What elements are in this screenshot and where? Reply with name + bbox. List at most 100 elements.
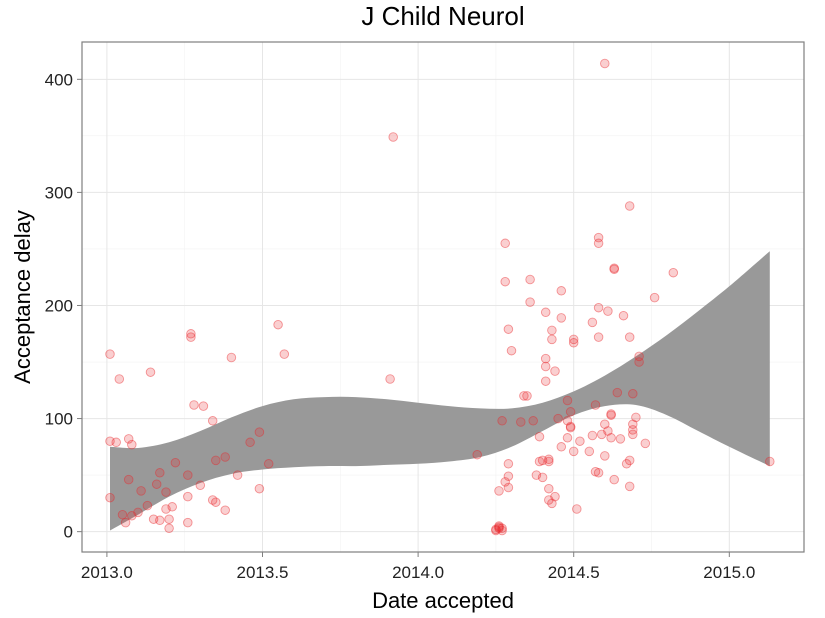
data-point bbox=[590, 466, 601, 477]
y-tick-label: 0 bbox=[64, 523, 73, 542]
data-point bbox=[634, 351, 644, 362]
x-tick-label: 2013.0 bbox=[81, 563, 133, 582]
data-point bbox=[609, 474, 619, 485]
data-point bbox=[534, 431, 545, 442]
data-point bbox=[624, 332, 635, 342]
data-point bbox=[207, 416, 218, 426]
data-point bbox=[120, 517, 131, 528]
data-point bbox=[161, 504, 171, 514]
data-point bbox=[593, 238, 604, 249]
data-point bbox=[525, 274, 535, 285]
x-tick-label: 2013.5 bbox=[237, 563, 289, 582]
data-point bbox=[547, 325, 557, 336]
data-point bbox=[544, 456, 554, 467]
data-point bbox=[155, 468, 165, 478]
data-point bbox=[145, 367, 156, 377]
data-point bbox=[500, 238, 510, 249]
data-point bbox=[628, 425, 638, 435]
data-point bbox=[127, 439, 137, 450]
data-point bbox=[553, 413, 563, 424]
data-point bbox=[506, 345, 517, 356]
data-point bbox=[497, 523, 507, 534]
data-point bbox=[528, 416, 538, 426]
data-point bbox=[220, 452, 230, 462]
data-point bbox=[544, 495, 554, 505]
data-point bbox=[186, 332, 196, 342]
data-point bbox=[596, 429, 607, 440]
data-point bbox=[136, 486, 146, 496]
data-point bbox=[537, 455, 548, 466]
y-tick-label: 200 bbox=[45, 296, 73, 315]
data-point bbox=[491, 525, 501, 536]
data-point bbox=[550, 366, 560, 376]
data-point bbox=[565, 421, 576, 432]
data-point bbox=[522, 391, 532, 401]
data-point bbox=[621, 459, 632, 469]
data-point bbox=[207, 495, 218, 505]
data-point bbox=[105, 492, 115, 503]
data-point bbox=[568, 446, 579, 457]
data-point bbox=[612, 387, 623, 398]
data-point bbox=[556, 286, 567, 296]
data-point bbox=[388, 132, 398, 142]
data-point bbox=[534, 456, 545, 467]
data-point bbox=[211, 497, 221, 507]
data-point bbox=[568, 334, 579, 345]
data-point bbox=[640, 438, 651, 449]
data-point bbox=[500, 276, 510, 287]
data-point bbox=[105, 436, 115, 446]
data-point bbox=[494, 523, 504, 534]
x-tick-label: 2015.0 bbox=[703, 563, 755, 582]
data-point bbox=[606, 410, 616, 420]
data-point bbox=[500, 477, 510, 487]
data-point bbox=[503, 459, 514, 469]
data-point bbox=[540, 353, 551, 364]
data-point bbox=[618, 310, 629, 321]
data-point bbox=[472, 449, 482, 460]
data-point bbox=[593, 332, 604, 342]
plot-panel-border bbox=[81, 41, 805, 553]
data-point bbox=[668, 267, 679, 278]
data-point bbox=[167, 502, 177, 512]
x-tick-label: 2014.0 bbox=[392, 563, 444, 582]
data-point bbox=[254, 427, 265, 437]
data-point bbox=[603, 306, 613, 316]
data-point bbox=[198, 401, 209, 411]
data-point bbox=[127, 511, 137, 521]
data-point bbox=[105, 349, 115, 359]
data-point bbox=[170, 457, 181, 468]
data-point bbox=[556, 442, 567, 452]
data-points bbox=[105, 58, 775, 536]
data-point bbox=[593, 302, 604, 313]
data-point bbox=[606, 433, 616, 443]
data-point bbox=[245, 437, 255, 448]
data-point bbox=[590, 400, 601, 410]
data-point bbox=[226, 352, 237, 363]
data-point bbox=[519, 391, 529, 401]
y-tick-label: 300 bbox=[45, 183, 73, 202]
data-point bbox=[220, 505, 230, 515]
data-point bbox=[624, 201, 635, 211]
data-point bbox=[600, 58, 610, 69]
data-point bbox=[164, 514, 174, 524]
data-point bbox=[161, 487, 171, 497]
data-point bbox=[494, 522, 504, 532]
data-point bbox=[211, 455, 221, 466]
data-point bbox=[189, 400, 199, 410]
y-tick-label: 400 bbox=[45, 70, 73, 89]
data-point bbox=[544, 454, 554, 465]
data-point bbox=[584, 446, 595, 457]
data-point bbox=[540, 307, 551, 318]
data-point bbox=[765, 456, 775, 467]
data-point bbox=[494, 486, 504, 496]
data-point bbox=[628, 429, 638, 440]
data-point bbox=[565, 407, 576, 417]
data-point bbox=[600, 419, 610, 429]
y-axis-title: Acceptance delay bbox=[10, 210, 35, 384]
data-point bbox=[183, 491, 193, 502]
data-point bbox=[624, 481, 635, 492]
data-point bbox=[503, 482, 514, 493]
data-point bbox=[123, 474, 134, 485]
data-point bbox=[603, 426, 613, 436]
